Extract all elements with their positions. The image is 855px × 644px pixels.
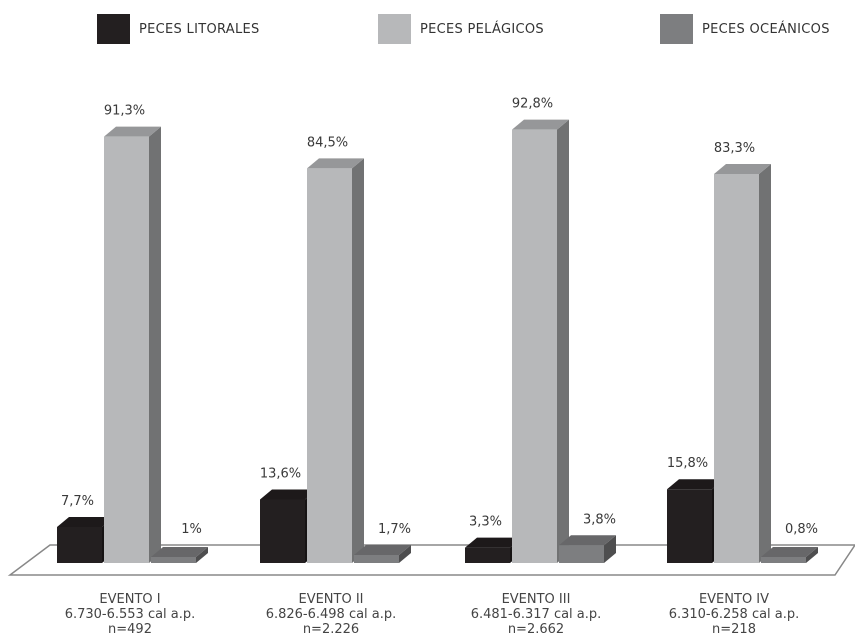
value-label-3-3: 3,8% — [583, 512, 616, 527]
value-label-2-1: 13,6% — [260, 466, 301, 481]
category-dates: 6.730-6.553 cal a.p. — [64, 607, 196, 622]
category-dates: 6.481-6.317 cal a.p. — [470, 607, 602, 622]
category-dates: 6.310-6.258 cal a.p. — [668, 607, 800, 622]
bar-side — [557, 119, 569, 564]
bar-top — [307, 158, 364, 169]
bar-front — [667, 489, 712, 563]
bar-top — [57, 517, 114, 528]
category-sample-size: n=218 — [712, 622, 756, 637]
category-sample-size: n=2.226 — [302, 622, 360, 637]
bar-front — [559, 545, 604, 563]
bar-front — [465, 547, 510, 563]
value-label-3-1: 3,3% — [469, 515, 502, 530]
legend-swatch-oceanicos — [660, 14, 693, 44]
bar-top — [559, 535, 616, 546]
category-label-evento-2: EVENTO II 6.826-6.498 cal a.p. n=2.226 — [236, 592, 426, 637]
bar-front — [761, 557, 806, 563]
bar-3-3 — [559, 535, 616, 563]
value-label-4-2: 83,3% — [714, 141, 755, 156]
value-labels-layer: 7,7% 91,3% 1% 13,6% 84,5% 1,7% 3,3% 92,8% 3,8% 15… — [61, 97, 818, 537]
bar-front — [151, 557, 196, 563]
value-label-3-2: 92,8% — [512, 97, 553, 112]
category-sample-size: n=492 — [108, 622, 152, 637]
category-label-evento-1: EVENTO I 6.730-6.553 cal a.p. n=492 — [35, 592, 225, 637]
bar-side — [196, 547, 208, 563]
bar-front — [307, 168, 352, 563]
legend-swatch-litorales — [97, 14, 130, 44]
bar-side — [604, 535, 616, 563]
category-label-evento-4: EVENTO IV 6.310-6.258 cal a.p. n=218 — [639, 592, 829, 637]
bar-front — [57, 527, 102, 563]
value-label-2-2: 84,5% — [307, 135, 348, 150]
bar-front — [354, 555, 399, 563]
bar-1-3 — [151, 547, 208, 563]
bars-layer — [57, 119, 818, 564]
bar-1-2 — [104, 126, 161, 563]
bar-side — [399, 545, 411, 563]
bar-top — [465, 537, 522, 548]
bar-front — [512, 129, 557, 563]
bar-front — [260, 499, 305, 563]
legend-label-litorales: PECES LITORALES — [139, 21, 260, 37]
legend-label-pelagicos: PECES PELÁGICOS — [420, 21, 544, 37]
bar-front — [104, 136, 149, 563]
category-name: EVENTO IV — [698, 592, 770, 607]
bar-top — [104, 126, 161, 137]
legend-label-oceanicos: PECES OCEÁNICOS — [702, 21, 830, 37]
bar-front — [714, 173, 759, 563]
legend-swatch-pelagicos — [378, 14, 411, 44]
bar-top — [667, 479, 724, 490]
bar-4-3 — [761, 547, 818, 563]
value-label-4-3: 0,8% — [785, 522, 818, 537]
value-label-2-3: 1,7% — [378, 522, 411, 537]
legend-item-oceanicos: PECES OCEÁNICOS — [660, 14, 830, 44]
bar-2-3 — [354, 545, 411, 563]
bar-4-2 — [714, 163, 771, 563]
category-dates: 6.826-6.498 cal a.p. — [265, 607, 397, 622]
bar-top — [714, 163, 771, 174]
category-name: EVENTO I — [99, 592, 161, 607]
bar-2-2 — [307, 158, 364, 563]
bar-top — [151, 547, 208, 557]
bar-side — [806, 547, 818, 563]
bar-side — [759, 163, 771, 563]
value-label-1-3: 1% — [181, 522, 202, 537]
legend-item-pelagicos: PECES PELÁGICOS — [378, 14, 544, 44]
bar-top — [260, 489, 317, 500]
value-label-4-1: 15,8% — [667, 456, 708, 471]
value-label-1-1: 7,7% — [61, 494, 94, 509]
bar-3-2 — [512, 119, 569, 564]
category-sample-size: n=2.662 — [507, 622, 565, 637]
bar-side — [352, 158, 364, 563]
bar-top — [354, 545, 411, 556]
value-label-1-2: 91,3% — [104, 104, 145, 119]
category-label-evento-3: EVENTO III 6.481-6.317 cal a.p. n=2.662 — [441, 592, 631, 637]
bar-top — [512, 119, 569, 130]
category-name: EVENTO III — [501, 592, 571, 607]
legend-item-litorales: PECES LITORALES — [97, 14, 260, 44]
bar-top — [761, 547, 818, 557]
bar-side — [149, 126, 161, 563]
category-name: EVENTO II — [298, 592, 364, 607]
